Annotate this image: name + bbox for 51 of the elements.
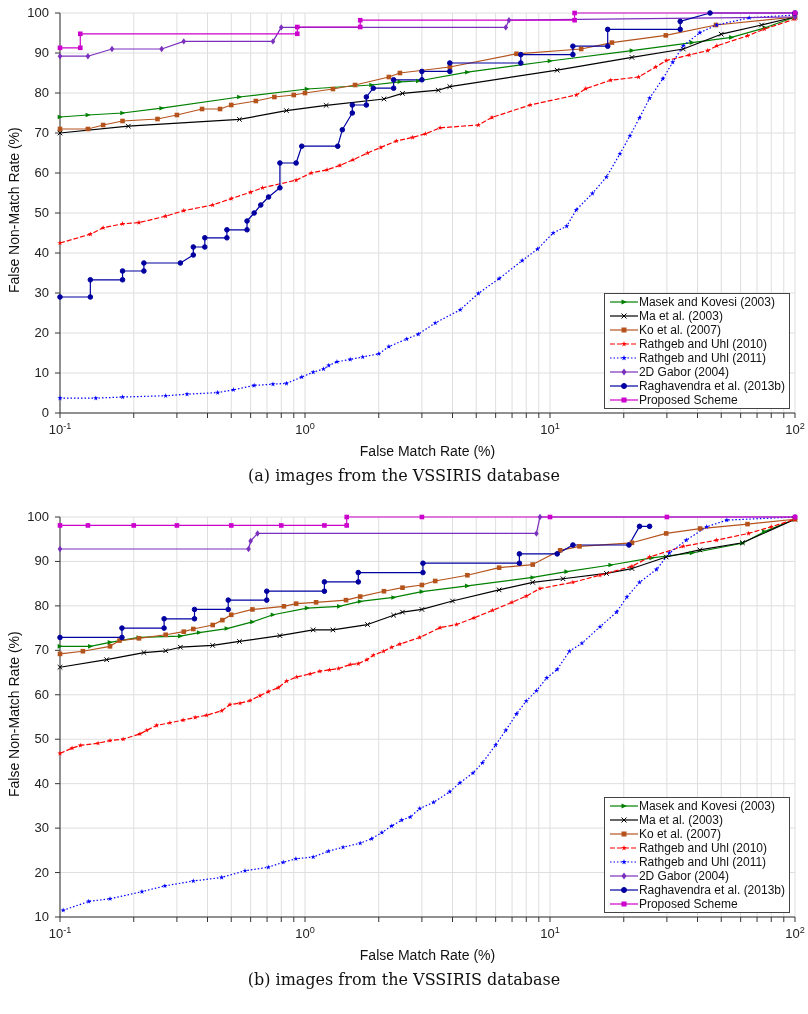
- legend-label: Masek and Kovesi (2003): [638, 295, 775, 309]
- legend-label: Ko et al. (2007): [638, 323, 721, 337]
- y-tick-label: 50: [34, 731, 49, 747]
- y-tick-label: 60: [34, 686, 49, 702]
- legend-label: Masek and Kovesi (2003): [638, 799, 775, 813]
- y-tick-label: 90: [34, 553, 49, 569]
- x-tick-label: 10$^{1}$: [540, 421, 560, 437]
- y-tick-label: 10: [34, 909, 49, 924]
- x-tick-label: 10$^{0}$: [295, 925, 315, 941]
- y-tick-label: 0: [41, 405, 49, 420]
- x-axis-title: False Match Rate (%): [359, 443, 496, 459]
- legend-label: 2D Gabor (2004): [638, 869, 729, 883]
- y-tick-label: 100: [27, 509, 49, 524]
- y-tick-label: 70: [34, 642, 49, 658]
- text: (a) images from the VSSIRIS database: [247, 466, 561, 487]
- x-tick-label: 10$^{0}$: [295, 421, 315, 437]
- y-axis-title: False Non-Match Rate (%): [5, 127, 22, 293]
- y-tick-label: 90: [34, 45, 49, 60]
- x-tick-label: 10$^{2}$: [785, 925, 805, 941]
- legend-label: Ma et al. (2003): [638, 309, 723, 323]
- legend-label: 2D Gabor (2004): [638, 365, 729, 379]
- text: (b) images from the VSSIRIS database: [246, 970, 562, 991]
- x-tick-label: 10$^{2}$: [785, 421, 805, 437]
- y-tick-label: 20: [34, 864, 49, 880]
- legend-label: Rathgeb and Uhl (2011): [638, 855, 767, 869]
- legend-label: Raghavendra et al. (2013b): [638, 379, 785, 393]
- y-tick-label: 50: [34, 205, 49, 220]
- y-tick-label: 100: [27, 5, 49, 20]
- y-axis-title: False Non-Match Rate (%): [5, 631, 22, 797]
- y-tick-label: 40: [34, 245, 49, 260]
- y-tick-label: 40: [34, 775, 49, 791]
- y-tick-label: 10: [34, 365, 49, 380]
- legend-label: Ma et al. (2003): [638, 813, 723, 827]
- x-tick-label: 10$^{-1}$: [48, 421, 72, 437]
- legend-label: Rathgeb and Uhl (2010): [638, 841, 767, 855]
- y-tick-label: 80: [34, 85, 49, 100]
- legend-label: Proposed Scheme: [638, 897, 738, 911]
- x-tick-label: 10$^{1}$: [540, 925, 560, 941]
- legend-label: Ko et al. (2007): [638, 827, 721, 841]
- legend-label: Rathgeb and Uhl (2010): [638, 337, 767, 351]
- legend-label: Rathgeb and Uhl (2011): [638, 351, 767, 365]
- y-tick-label: 70: [34, 125, 49, 140]
- legend-label: Raghavendra et al. (2013b): [638, 883, 785, 897]
- x-axis-title: False Match Rate (%): [359, 947, 496, 963]
- y-tick-label: 30: [34, 820, 49, 836]
- x-tick-label: 10$^{-1}$: [48, 925, 72, 941]
- legend-label: Proposed Scheme: [638, 393, 738, 407]
- y-tick-label: 30: [34, 285, 49, 300]
- y-tick-label: 60: [34, 165, 49, 180]
- y-tick-label: 80: [34, 597, 49, 613]
- y-tick-label: 20: [34, 325, 49, 340]
